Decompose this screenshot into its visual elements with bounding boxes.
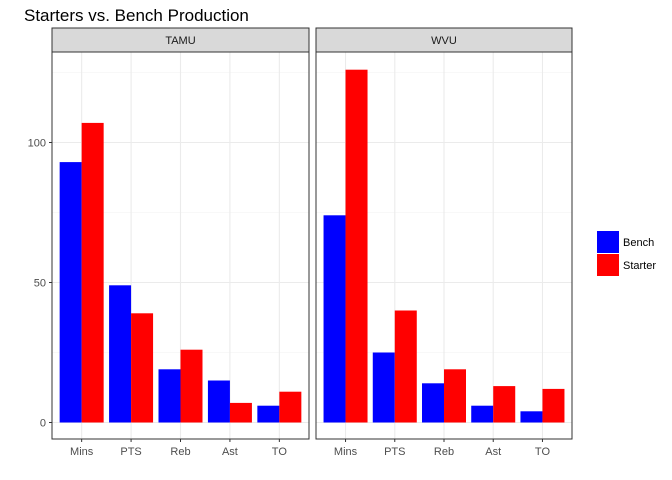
y-tick-label: 0: [40, 418, 46, 430]
x-tick-label: Reb: [170, 446, 190, 458]
legend: Bench Starter: [597, 231, 656, 276]
x-tick-label: PTS: [120, 446, 141, 458]
x-tick-label: Mins: [70, 446, 94, 458]
facet-strip: [51, 27, 310, 53]
x-tick-label: TO: [272, 446, 288, 458]
y-tick-label: 50: [34, 278, 46, 290]
bar-wvu-mins-starter: [345, 69, 368, 423]
x-tick-label: TO: [535, 446, 551, 458]
facet-strip-label: TAMU: [165, 35, 195, 47]
bar-wvu-reb-bench: [422, 383, 444, 423]
bar-tamu-pts-starter: [131, 313, 154, 423]
legend-key-starter: [597, 254, 619, 276]
bar-wvu-mins-bench: [323, 215, 346, 423]
bar-wvu-ast-bench: [471, 405, 494, 423]
bar-tamu-mins-starter: [81, 122, 104, 423]
legend-label-bench: Bench: [623, 237, 654, 249]
legend-label-starter: Starter: [623, 260, 656, 272]
facet-panel-wvu: WVU Mins PTS Reb Ast TO: [315, 27, 573, 458]
chart-title: Starters vs. Bench Production: [24, 6, 249, 25]
x-tick-label: PTS: [384, 446, 405, 458]
x-tick-label: Ast: [222, 446, 238, 458]
bar-wvu-to-starter: [542, 388, 565, 423]
x-tick-label: Mins: [334, 446, 358, 458]
bar-tamu-reb-bench: [158, 369, 181, 423]
bar-tamu-to-bench: [257, 405, 280, 423]
bar-tamu-to-starter: [279, 391, 302, 423]
legend-key-bench: [597, 231, 619, 253]
bar-wvu-to-bench: [520, 411, 543, 423]
x-tick-label: Ast: [485, 446, 501, 458]
facet-panel-tamu: TAMU Mins PTS Reb Ast TO: [51, 27, 310, 458]
facet-panels: TAMU Mins PTS Reb Ast TO WVU Mins PTS Reb Ast TO: [51, 27, 573, 458]
bar-wvu-pts-starter: [394, 310, 417, 423]
y-axis: 0 50 100: [28, 138, 52, 430]
bar-tamu-reb-starter: [180, 349, 203, 423]
x-tick-label: Reb: [434, 446, 454, 458]
bar-wvu-pts-bench: [372, 352, 395, 423]
y-tick-label: 100: [28, 138, 46, 150]
bar-tamu-ast-bench: [207, 380, 230, 423]
facet-strip-label: WVU: [431, 35, 457, 47]
bar-tamu-ast-starter: [229, 402, 252, 423]
bar-wvu-ast-starter: [493, 386, 516, 423]
bar-wvu-reb-starter: [444, 369, 466, 423]
bar-tamu-pts-bench: [109, 285, 132, 423]
bar-tamu-mins-bench: [59, 162, 82, 423]
